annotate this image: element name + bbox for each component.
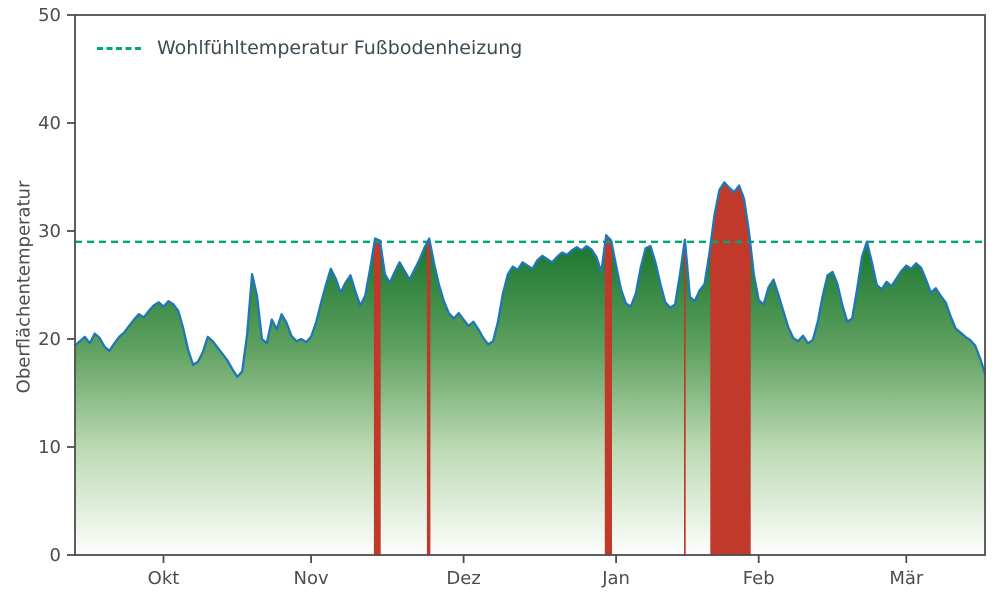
y-axis-label: Oberflächentemperatur bbox=[13, 180, 35, 394]
x-tick-label: Nov bbox=[294, 568, 329, 589]
threshold-exceed-band bbox=[426, 236, 431, 556]
threshold-dashed-line-icon bbox=[97, 46, 141, 50]
threshold-exceed-band bbox=[604, 233, 612, 556]
threshold-exceed-band bbox=[373, 237, 381, 556]
y-tick-label: 40 bbox=[38, 113, 61, 134]
x-tick-label: Jan bbox=[601, 568, 630, 589]
x-tick-label: Feb bbox=[743, 568, 775, 589]
x-tick-label: Mär bbox=[889, 568, 924, 589]
x-tick-label: Okt bbox=[148, 568, 180, 589]
temperature-line bbox=[73, 181, 987, 378]
x-axis: Okt Nov Dez Jan Feb Mär bbox=[148, 555, 924, 589]
threshold-exceed-band bbox=[684, 239, 686, 556]
y-tick-label: 20 bbox=[38, 329, 61, 350]
temperature-area bbox=[75, 182, 985, 555]
y-tick-label: 50 bbox=[38, 5, 61, 26]
x-tick-label: Dez bbox=[446, 568, 480, 589]
legend-label: Wohlfühltemperatur Fußbodenheizung bbox=[157, 37, 523, 59]
y-axis: 0 10 20 30 40 50 bbox=[38, 5, 75, 566]
legend: Wohlfühltemperatur Fußbodenheizung bbox=[97, 37, 522, 59]
y-tick-label: 10 bbox=[38, 437, 61, 458]
y-tick-label: 30 bbox=[38, 221, 61, 242]
y-tick-label: 0 bbox=[50, 545, 61, 566]
plot-frame bbox=[74, 14, 986, 556]
threshold-exceed-band bbox=[710, 181, 751, 556]
